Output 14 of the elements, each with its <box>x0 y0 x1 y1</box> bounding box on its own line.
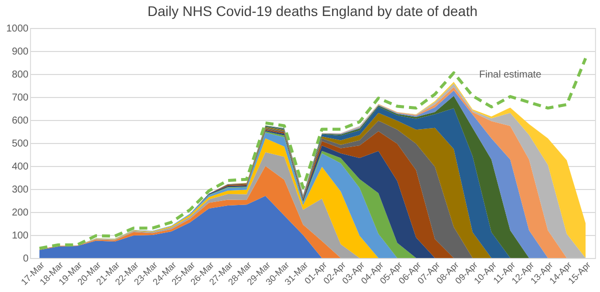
chart-title: Daily NHS Covid-19 deaths England by date of death <box>148 3 478 19</box>
y-tick-label: 900 <box>12 46 29 58</box>
y-tick-label: 0 <box>22 254 29 264</box>
y-tick-label: 800 <box>12 70 29 80</box>
y-tick-label: 200 <box>12 208 29 218</box>
series-label: Final estimate <box>479 70 542 81</box>
y-tick-label: 700 <box>12 92 29 104</box>
line-series <box>38 56 588 250</box>
y-tick-label: 300 <box>12 184 29 196</box>
y-tick-label: 100 <box>12 230 29 242</box>
y-tick-label: 500 <box>12 138 29 150</box>
y-tick-label: 600 <box>12 116 29 126</box>
y-tick-label: 1000 <box>6 24 29 34</box>
y-tick-label: 400 <box>12 162 29 172</box>
